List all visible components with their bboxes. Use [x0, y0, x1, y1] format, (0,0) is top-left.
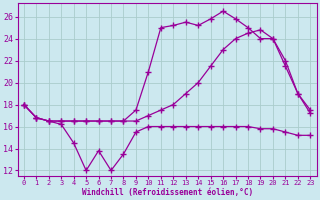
X-axis label: Windchill (Refroidissement éolien,°C): Windchill (Refroidissement éolien,°C): [82, 188, 253, 197]
